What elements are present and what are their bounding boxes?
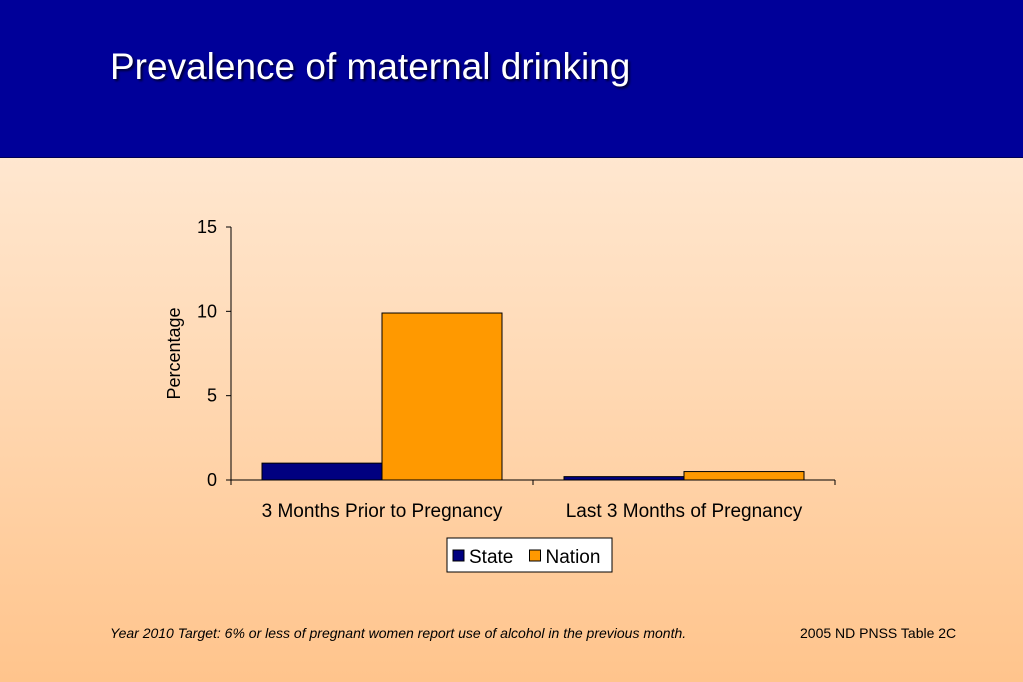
- y-axis-label: Percentage: [164, 307, 184, 399]
- y-tick-label: 5: [207, 386, 217, 406]
- y-tick-label: 0: [207, 470, 217, 490]
- bar-nation: [381, 312, 503, 481]
- legend-swatch-state: [452, 549, 465, 562]
- target-footnote: Year 2010 Target: 6% or less of pregnant…: [110, 625, 687, 641]
- bar-state: [563, 476, 685, 481]
- bar-nation: [683, 471, 805, 481]
- y-tick-label: 15: [197, 217, 217, 237]
- slide-title: Prevalence of maternal drinking: [110, 46, 631, 87]
- legend-swatch-nation: [529, 549, 541, 562]
- legend-label-state: State: [469, 547, 513, 568]
- bar-state: [261, 462, 383, 481]
- y-tick-label: 10: [197, 301, 217, 321]
- x-category-label: Last 3 Months of Pregnancy: [566, 501, 803, 522]
- title-bar: Prevalence of maternal drinking: [0, 0, 1023, 158]
- x-category-label: 3 Months Prior to Pregnancy: [262, 501, 503, 522]
- source-citation: 2005 ND PNSS Table 2C: [800, 625, 957, 641]
- legend-label-nation: Nation: [546, 547, 601, 568]
